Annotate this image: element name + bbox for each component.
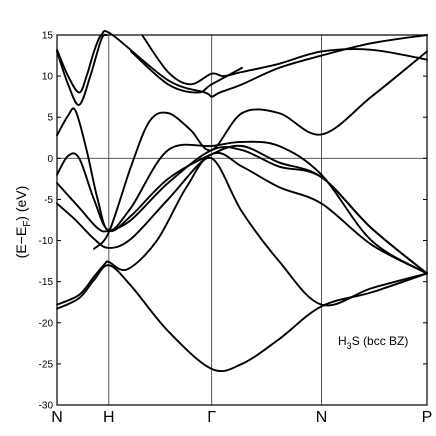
- band-curve: [130, 50, 243, 94]
- band-lines: [56, 30, 428, 373]
- y-axis-label: (E−EF) (eV): [13, 186, 33, 259]
- high-symmetry-lines: [108, 35, 322, 405]
- plot-frame: [56, 34, 428, 406]
- band-curve: [56, 156, 428, 307]
- structure-annotation: H3S (bcc BZ): [338, 334, 408, 351]
- y-tick-label: 5: [47, 113, 53, 124]
- x-tick-label: Γ: [207, 409, 216, 426]
- y-tick-label: -20: [39, 318, 54, 329]
- band-curve: [56, 264, 428, 373]
- y-tick-label: 0: [47, 154, 53, 165]
- band-curve: [56, 33, 108, 106]
- band-curve: [56, 152, 428, 275]
- y-tick-label: -5: [44, 195, 53, 206]
- band-curve: [56, 107, 428, 275]
- x-tick-label: H: [103, 409, 115, 426]
- band-curve: [56, 30, 428, 98]
- y-tick-label: -15: [39, 277, 54, 288]
- y-tick-label: 15: [42, 31, 54, 42]
- x-tick-label: N: [51, 409, 63, 426]
- band-curve: [141, 34, 428, 86]
- x-tick-label: P: [422, 409, 433, 426]
- band-curve: [93, 50, 428, 250]
- y-axis-ticks: 15 10 5 0 -5 -10 -15 -20 -25 -30: [39, 31, 427, 412]
- x-tick-label: N: [316, 409, 328, 426]
- y-tick-label: -10: [39, 236, 54, 247]
- y-tick-label: 10: [42, 72, 54, 83]
- band-curve: [56, 144, 428, 275]
- y-tick-label: -30: [39, 401, 54, 412]
- y-tick-label: -25: [39, 359, 54, 370]
